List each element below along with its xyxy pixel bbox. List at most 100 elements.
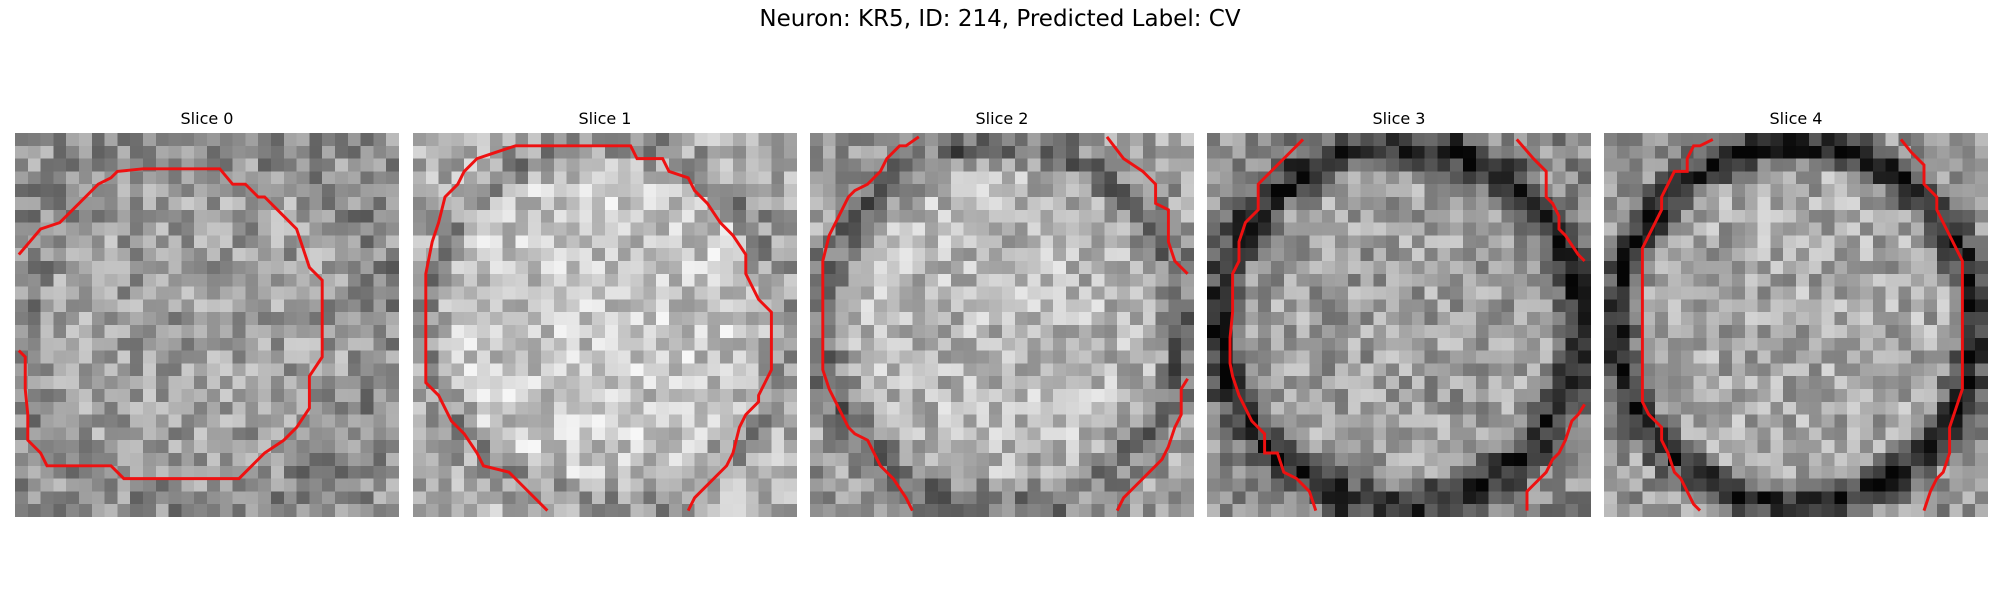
pixel	[1796, 299, 1810, 313]
pixel	[1642, 325, 1656, 339]
pixel	[283, 414, 297, 428]
pixel	[1501, 325, 1515, 339]
pixel	[1283, 235, 1297, 249]
pixel	[669, 453, 683, 467]
pixel	[1142, 389, 1156, 403]
pixel	[1207, 184, 1221, 198]
pixel	[1680, 248, 1694, 262]
pixel	[194, 363, 208, 377]
pixel	[1565, 389, 1579, 403]
pixel	[1437, 222, 1451, 236]
pixel	[194, 261, 208, 275]
pixel	[1834, 376, 1848, 390]
pixel	[784, 414, 797, 428]
pixel	[592, 491, 606, 505]
pixel	[1437, 453, 1451, 467]
pixel	[1604, 478, 1618, 492]
pixel	[963, 209, 977, 223]
pixel	[1949, 184, 1963, 198]
pixel	[810, 184, 824, 198]
pixel	[1924, 376, 1938, 390]
pixel	[386, 504, 399, 517]
pixel	[1629, 286, 1643, 300]
pixel	[1078, 133, 1092, 147]
pixel	[681, 235, 695, 249]
pixel	[1347, 261, 1361, 275]
pixel	[1463, 248, 1477, 262]
pixel	[758, 184, 772, 198]
pixel	[1872, 440, 1886, 454]
pixel	[1975, 312, 1988, 326]
pixel	[566, 337, 580, 351]
pixel	[386, 312, 399, 326]
pixel	[1565, 261, 1579, 275]
pixel	[1539, 389, 1553, 403]
pixel	[438, 478, 452, 492]
pixel	[566, 145, 580, 159]
pixel	[1936, 504, 1950, 517]
pixel	[91, 414, 105, 428]
pixel	[1117, 312, 1131, 326]
pixel	[347, 197, 361, 211]
pixel	[1373, 389, 1387, 403]
pixel	[1424, 222, 1438, 236]
pixel	[1616, 401, 1630, 415]
pixel	[1027, 286, 1041, 300]
pixel	[592, 286, 606, 300]
pixel	[592, 222, 606, 236]
pixel	[335, 453, 349, 467]
pixel	[168, 145, 182, 159]
pixel	[1719, 376, 1733, 390]
pixel	[66, 504, 80, 517]
pixel	[617, 427, 631, 441]
pixel	[309, 325, 323, 339]
pixel	[1744, 145, 1758, 159]
pixel	[207, 453, 221, 467]
pixel	[271, 184, 285, 198]
pixel	[1962, 350, 1976, 364]
pixel	[1796, 350, 1810, 364]
pixel	[1706, 491, 1720, 505]
pixel	[1104, 350, 1118, 364]
pixel	[1847, 504, 1861, 517]
pixel	[464, 261, 478, 275]
pixel	[1130, 427, 1144, 441]
pixel	[1693, 350, 1707, 364]
pixel	[848, 465, 862, 479]
pixel	[771, 248, 785, 262]
pixel	[1668, 145, 1682, 159]
pixel	[1002, 376, 1016, 390]
pixel	[1706, 350, 1720, 364]
pixel	[950, 350, 964, 364]
pixel	[989, 504, 1003, 517]
pixel	[874, 286, 888, 300]
pixel	[66, 401, 80, 415]
pixel	[232, 248, 246, 262]
pixel	[104, 261, 118, 275]
pixel	[1578, 209, 1591, 223]
pixel	[1373, 261, 1387, 275]
pixel	[1949, 261, 1963, 275]
pixel	[1463, 427, 1477, 441]
pixel	[477, 401, 491, 415]
pixel	[553, 286, 567, 300]
pixel	[15, 478, 29, 492]
pixel	[528, 350, 542, 364]
pixel	[1232, 286, 1246, 300]
pixel	[861, 248, 875, 262]
pixel	[347, 312, 361, 326]
pixel	[373, 376, 387, 390]
pixel	[1053, 350, 1067, 364]
pixel	[130, 209, 144, 223]
pixel	[1732, 389, 1746, 403]
pixel	[1040, 171, 1054, 185]
pixel	[1872, 389, 1886, 403]
pixel	[1578, 478, 1591, 492]
pixel	[451, 504, 465, 517]
pixel	[1347, 312, 1361, 326]
pixel	[207, 325, 221, 339]
pixel	[489, 312, 503, 326]
pixel	[232, 197, 246, 211]
pixel	[1975, 261, 1988, 275]
pixel	[886, 273, 900, 287]
